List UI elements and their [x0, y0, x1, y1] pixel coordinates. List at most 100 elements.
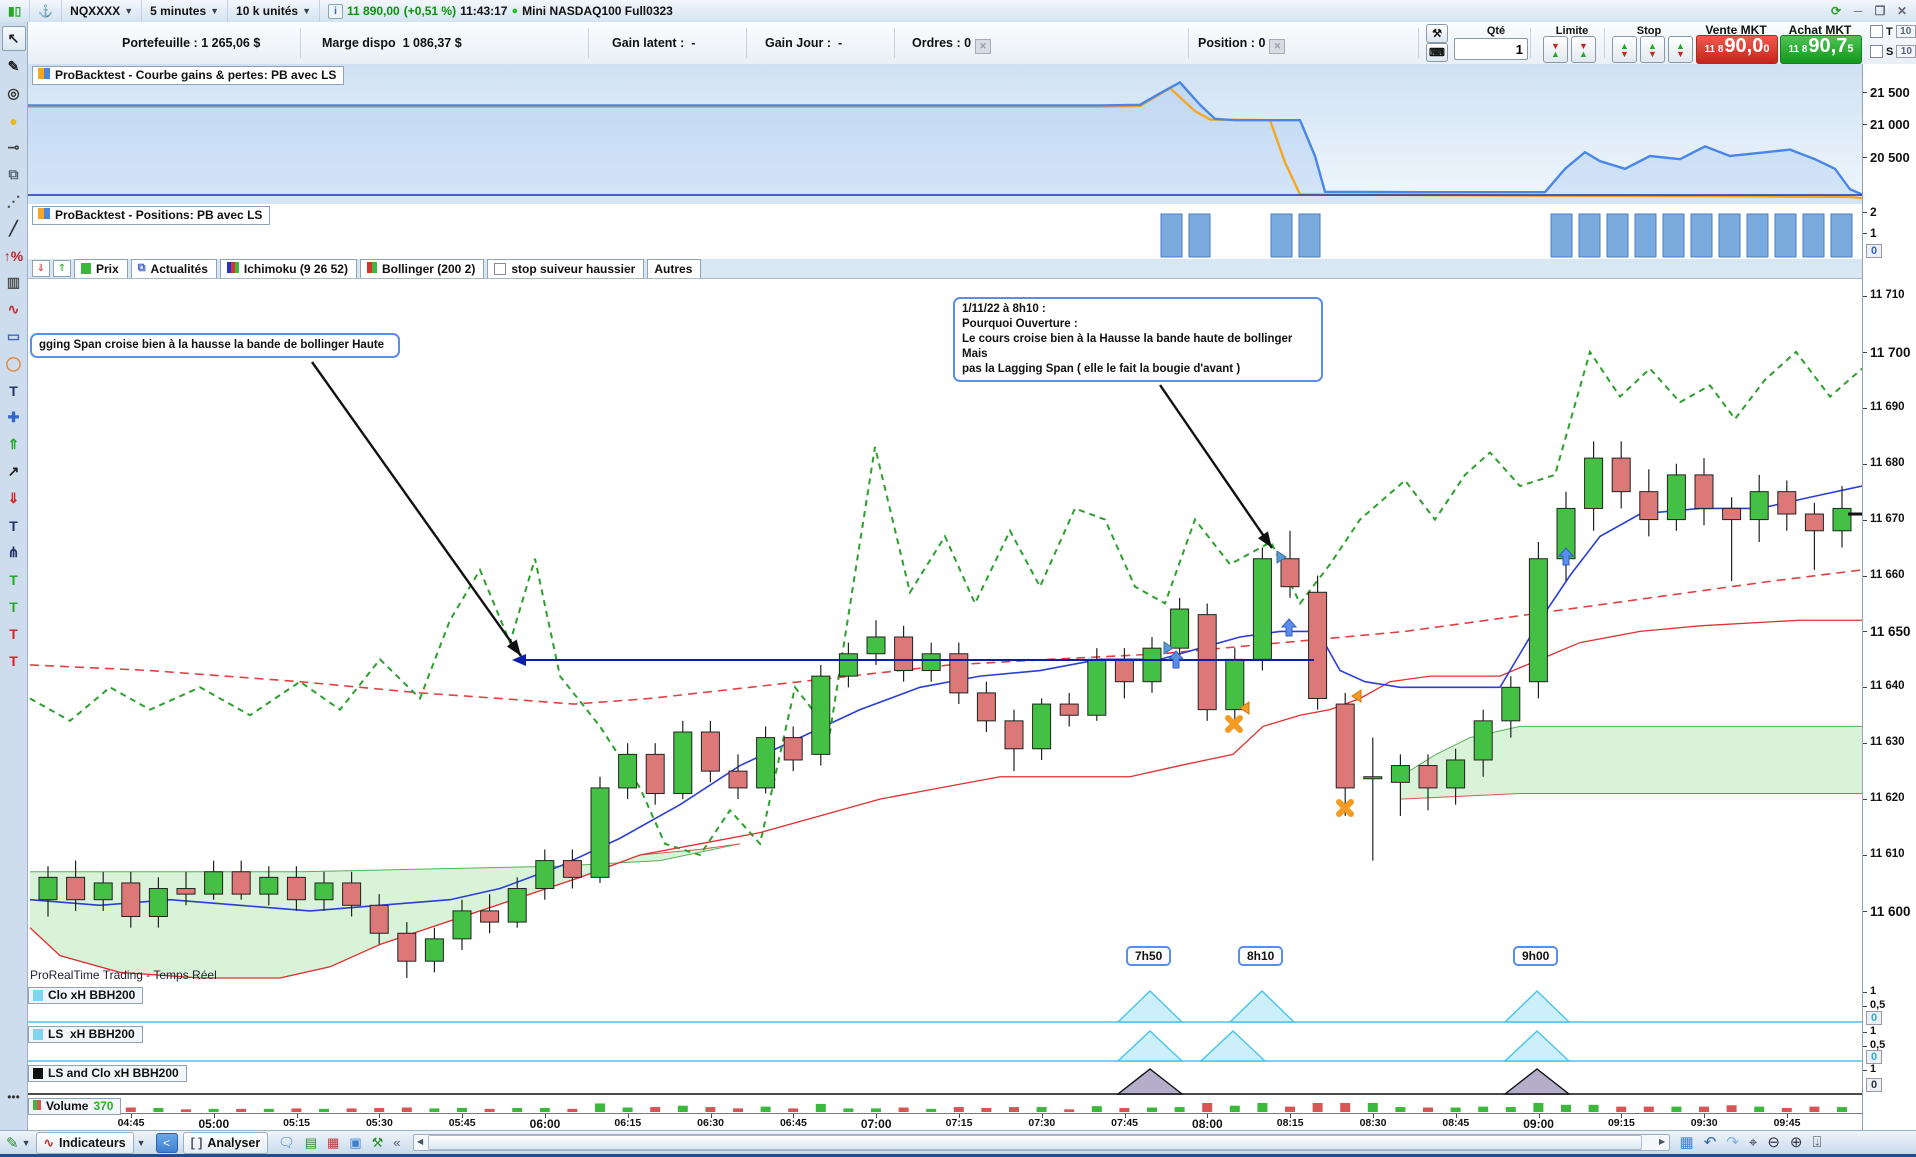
- restore-button[interactable]: ❐: [1874, 4, 1886, 18]
- stop-order-button[interactable]: ▲ ▼: [1668, 36, 1693, 63]
- percent-change-icon[interactable]: ↑%: [3, 247, 24, 264]
- stop-checkbox[interactable]: [1870, 45, 1883, 58]
- position-list-icon[interactable]: ✕: [1269, 39, 1286, 54]
- calendar-icon[interactable]: ▦: [1679, 1134, 1694, 1151]
- info-icon[interactable]: i: [328, 3, 343, 19]
- indicator-label[interactable]: Clo xH BBH200: [28, 987, 144, 1004]
- news-doc-icon[interactable]: ▤: [304, 1134, 318, 1150]
- collapse-left-icon[interactable]: «: [393, 1134, 401, 1150]
- indicator-label[interactable]: LS xH BBH200: [28, 1026, 143, 1043]
- polyline-icon[interactable]: ⋰: [6, 193, 21, 209]
- pitchfork-icon[interactable]: ⋔: [7, 544, 20, 560]
- timeframe-select[interactable]: 5 minutes ▼: [142, 0, 229, 22]
- indicator-icon: ∿: [43, 1136, 54, 1150]
- cursor-icon[interactable]: ↖: [1, 26, 26, 51]
- duplicate-icon[interactable]: ⧉: [8, 166, 19, 182]
- scroll-left-icon[interactable]: ◀: [416, 1137, 424, 1146]
- sell-arrow-icon[interactable]: ⇓: [32, 260, 50, 277]
- tab-prix[interactable]: Prix: [74, 259, 128, 278]
- text-green2-icon[interactable]: T: [9, 598, 18, 615]
- candle-down: [342, 882, 362, 906]
- link-anchor-icon[interactable]: ⚓: [30, 0, 63, 22]
- alert-bell-icon[interactable]: ●: [9, 112, 18, 129]
- zoom-in-icon[interactable]: ⊕: [1789, 1134, 1803, 1151]
- target-checkbox[interactable]: [1870, 25, 1883, 38]
- qty-input[interactable]: [1454, 38, 1528, 60]
- zoom-fit-icon[interactable]: ⌖: [1748, 1134, 1758, 1151]
- volume-bar: [401, 1107, 412, 1112]
- stop-pts-input[interactable]: 10: [1896, 45, 1916, 58]
- trash-icon[interactable]: ▥: [6, 274, 21, 290]
- tab-bollinger-200-2-[interactable]: Bollinger (200 2): [359, 259, 485, 278]
- limit-buy-order-button[interactable]: ▼ ▲: [1571, 36, 1596, 63]
- scrollbar-thumb[interactable]: [427, 1135, 1642, 1150]
- arrow-down-icon[interactable]: ⇓: [7, 490, 20, 506]
- indicators-button[interactable]: ∿ Indicateurs: [35, 1131, 134, 1154]
- buy-market-button[interactable]: 11 8 90,7 5: [1780, 35, 1862, 64]
- segment-icon[interactable]: ⊸: [7, 139, 20, 155]
- backtest-positions-tab[interactable]: ProBacktest - Positions: PB avec LS: [32, 206, 271, 225]
- exit-flag-marker: [1239, 701, 1250, 715]
- chevron-down-icon[interactable]: ▼: [21, 1137, 31, 1148]
- line-icon[interactable]: ╱: [9, 220, 18, 236]
- tab-actualit-s[interactable]: ⧉ Actualités: [130, 259, 217, 278]
- workspace-icon[interactable]: ▣: [349, 1134, 362, 1150]
- rectangle-icon[interactable]: ▭: [6, 328, 21, 344]
- draw-pen-icon[interactable]: ✎: [7, 58, 20, 74]
- tab-stop-suiveur-haussier[interactable]: stop suiveur haussier: [487, 259, 645, 278]
- stop-buy-order-button[interactable]: ▲ ▼: [1640, 36, 1665, 63]
- limit-sell-order-button[interactable]: ▼ ▲: [1543, 36, 1568, 63]
- volume-label[interactable]: Volume 370: [28, 1098, 122, 1115]
- minimize-button[interactable]: ─: [1853, 4, 1863, 18]
- more-tools-icon[interactable]: •••: [7, 1090, 20, 1104]
- close-button[interactable]: ✕: [1896, 4, 1908, 18]
- backtest-equity-tab[interactable]: ProBacktest - Courbe gains & pertes: PB …: [32, 66, 345, 85]
- callout-text-icon[interactable]: T: [9, 517, 18, 534]
- refresh-icon[interactable]: ⟳: [1830, 4, 1842, 18]
- zoom-out-icon[interactable]: ⊖: [1767, 1134, 1780, 1151]
- sell-market-button[interactable]: 11 8 90,0 0: [1696, 35, 1778, 64]
- stop-sell-order-button[interactable]: ▲ ▼: [1612, 36, 1637, 63]
- rows-icon[interactable]: ⍗: [1812, 1134, 1822, 1151]
- symbol-select[interactable]: NQXXXX ▼: [62, 0, 143, 22]
- time-marker-9h00[interactable]: 9h00: [1513, 946, 1559, 966]
- quantity-select[interactable]: 10 k unités ▼: [228, 0, 320, 22]
- candle-down: [728, 770, 748, 789]
- arrow-diagonal-icon[interactable]: ↗: [7, 463, 20, 479]
- keyboard-order-icon[interactable]: ⌨: [1426, 43, 1448, 62]
- move-icon[interactable]: ✚: [7, 409, 20, 425]
- chart-mode-icon[interactable]: ▮▯: [0, 0, 31, 22]
- draw-tool-icon[interactable]: ✎: [6, 1134, 19, 1152]
- zigzag-icon[interactable]: ∿: [7, 301, 20, 317]
- tab-autres[interactable]: Autres: [647, 259, 702, 278]
- annotation-8h10[interactable]: 1/11/22 à 8h10 : Pourquoi Ouverture : Le…: [953, 297, 1323, 382]
- target-pts-input[interactable]: 10: [1895, 25, 1916, 38]
- share-icon[interactable]: <: [155, 1132, 178, 1153]
- order-book-icon[interactable]: ▦: [327, 1134, 340, 1150]
- redo-icon[interactable]: ↷: [1726, 1134, 1739, 1151]
- undo-icon[interactable]: ↶: [1703, 1134, 1717, 1151]
- chevron-down-icon[interactable]: ▼: [136, 1137, 146, 1148]
- text-red1-icon[interactable]: T: [9, 625, 18, 642]
- zoom-icon[interactable]: ◎: [7, 85, 20, 101]
- main-price-chart[interactable]: [0, 279, 1863, 985]
- annotation-lagging-span[interactable]: gging Span croise bien à la hausse la ba…: [30, 333, 400, 358]
- ellipse-icon[interactable]: ◯: [5, 355, 22, 371]
- orders-list-icon[interactable]: ✕: [975, 39, 992, 54]
- time-marker-8h10[interactable]: 8h10: [1238, 946, 1284, 966]
- chat-icon[interactable]: 🗨: [278, 1134, 295, 1150]
- text-red2-icon[interactable]: T: [9, 652, 18, 669]
- textbox-icon[interactable]: T: [9, 382, 18, 399]
- order-settings-icon[interactable]: ⚒: [1426, 24, 1448, 43]
- analyze-button[interactable]: [ ] Analyser: [182, 1131, 269, 1154]
- scroll-right-icon[interactable]: ▶: [1658, 1137, 1666, 1146]
- tab-ichimoku-9-26-52-[interactable]: Ichimoku (9 26 52): [219, 259, 357, 278]
- buy-arrow-icon[interactable]: ⇑: [53, 260, 71, 277]
- indicator-label[interactable]: LS and Clo xH BBH200: [28, 1065, 187, 1082]
- arrow-up-icon[interactable]: ⇑: [7, 436, 20, 452]
- time-marker-7h50[interactable]: 7h50: [1126, 946, 1172, 966]
- chart-scrollbar[interactable]: ◀ ▶: [412, 1134, 1670, 1151]
- chart-settings-icon[interactable]: ⚒: [371, 1134, 384, 1150]
- price-axis[interactable]: 21 500 21 000 20 500 2 1 0 11 710 11 700 11 690 1…: [1862, 64, 1916, 1130]
- text-green1-icon[interactable]: T: [9, 571, 18, 588]
